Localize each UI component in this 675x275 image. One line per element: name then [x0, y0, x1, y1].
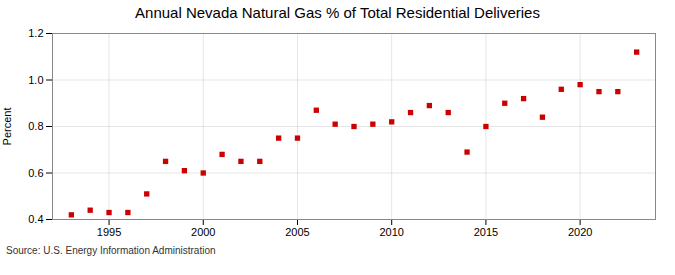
svg-text:1.2: 1.2 [28, 27, 43, 39]
svg-text:1.0: 1.0 [28, 74, 43, 86]
svg-text:2005: 2005 [285, 226, 309, 238]
svg-text:2010: 2010 [379, 226, 403, 238]
html-text:Source: U.S. Energy Informatio: Source: U.S. Energy Information Administ… [6, 245, 216, 256]
svg-text:1995: 1995 [97, 226, 121, 238]
svg-text:0.8: 0.8 [28, 120, 43, 132]
svg-text:2020: 2020 [568, 226, 592, 238]
html-text:Annual Nevada Natural Gas % of: Annual Nevada Natural Gas % of Total Res… [135, 4, 540, 21]
svg-text:2015: 2015 [474, 226, 498, 238]
svg-text:Percent: Percent [1, 108, 13, 146]
svg-text:0.4: 0.4 [28, 213, 43, 225]
svg-text:0.6: 0.6 [28, 167, 43, 179]
svg-text:2000: 2000 [191, 226, 215, 238]
